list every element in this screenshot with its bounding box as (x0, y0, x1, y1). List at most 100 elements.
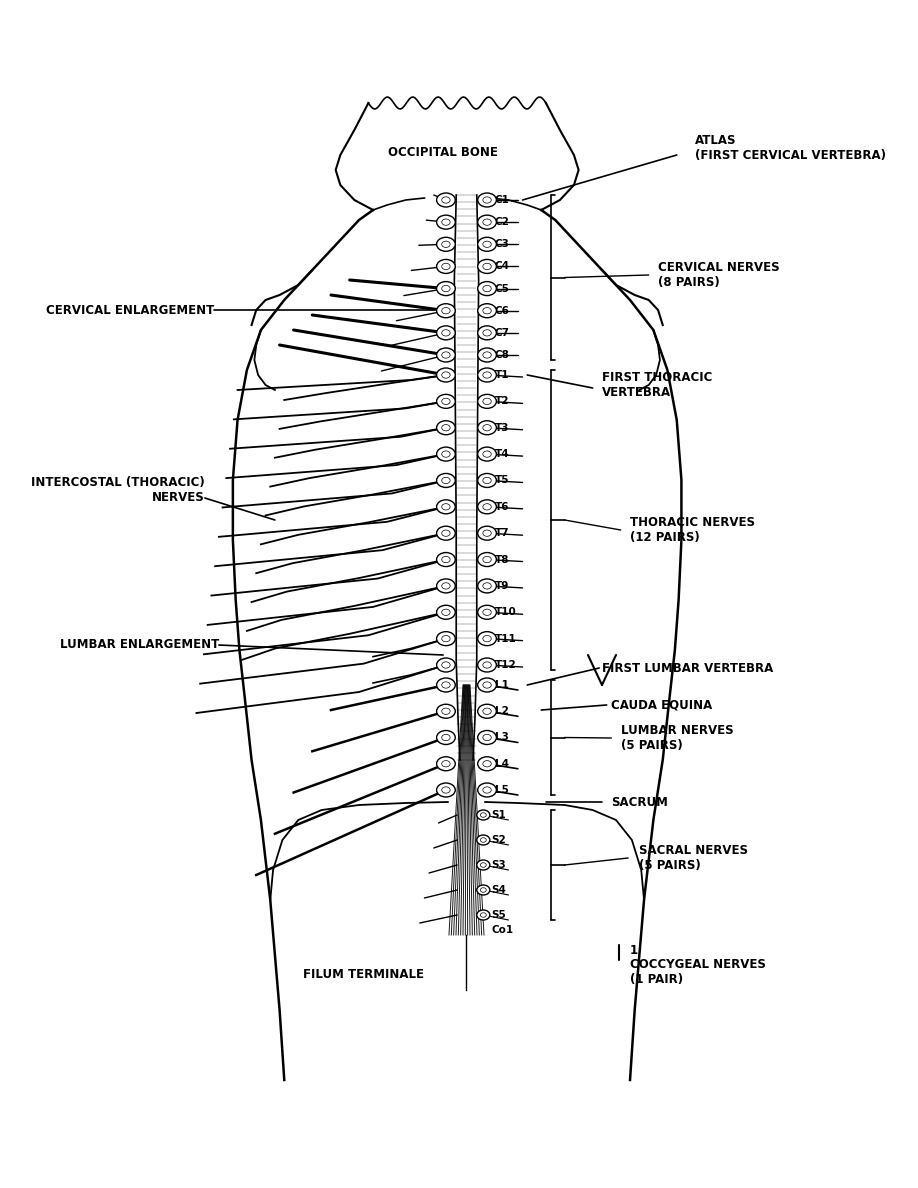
Ellipse shape (437, 326, 455, 340)
Text: C2: C2 (495, 217, 509, 227)
Ellipse shape (477, 731, 497, 745)
Ellipse shape (437, 348, 455, 362)
Ellipse shape (476, 910, 490, 920)
Text: FIRST LUMBAR VERTEBRA: FIRST LUMBAR VERTEBRA (602, 662, 773, 675)
Ellipse shape (437, 500, 455, 514)
Text: INTERCOSTAL (THORACIC)
NERVES: INTERCOSTAL (THORACIC) NERVES (31, 476, 205, 504)
Ellipse shape (437, 783, 455, 797)
Text: T7: T7 (495, 529, 509, 538)
Text: L5: L5 (495, 785, 509, 795)
Text: T4: T4 (495, 449, 509, 459)
Ellipse shape (437, 282, 455, 296)
Text: S4: S4 (492, 885, 507, 895)
Ellipse shape (477, 605, 497, 619)
Ellipse shape (437, 304, 455, 317)
Ellipse shape (437, 259, 455, 273)
Ellipse shape (477, 704, 497, 719)
Ellipse shape (477, 421, 497, 435)
Text: C8: C8 (495, 350, 509, 360)
Ellipse shape (477, 474, 497, 487)
Ellipse shape (477, 192, 497, 207)
Ellipse shape (437, 632, 455, 645)
Text: T1: T1 (495, 369, 509, 380)
Ellipse shape (437, 678, 455, 691)
Ellipse shape (477, 304, 497, 317)
Text: T12: T12 (495, 661, 516, 670)
Text: T9: T9 (495, 581, 509, 590)
Text: T8: T8 (495, 555, 509, 564)
Text: S2: S2 (492, 835, 507, 845)
Ellipse shape (437, 704, 455, 719)
Ellipse shape (477, 678, 497, 691)
Ellipse shape (477, 282, 497, 296)
Ellipse shape (477, 348, 497, 362)
Text: CAUDA EQUINA: CAUDA EQUINA (611, 699, 712, 712)
Ellipse shape (476, 885, 490, 895)
Ellipse shape (477, 658, 497, 672)
Ellipse shape (477, 757, 497, 771)
Ellipse shape (437, 605, 455, 619)
Ellipse shape (477, 632, 497, 645)
Ellipse shape (437, 757, 455, 771)
Text: SACRUM: SACRUM (611, 796, 668, 809)
Text: ATLAS
(FIRST CERVICAL VERTEBRA): ATLAS (FIRST CERVICAL VERTEBRA) (696, 134, 887, 162)
Ellipse shape (437, 421, 455, 435)
Text: T11: T11 (495, 633, 516, 644)
Ellipse shape (477, 526, 497, 541)
Ellipse shape (477, 500, 497, 514)
Text: CERVICAL NERVES
(8 PAIRS): CERVICAL NERVES (8 PAIRS) (658, 261, 779, 289)
Ellipse shape (477, 447, 497, 461)
Ellipse shape (437, 215, 455, 229)
Text: C3: C3 (495, 239, 509, 249)
Ellipse shape (477, 326, 497, 340)
Text: C4: C4 (495, 261, 509, 271)
Text: 1
COCCYGEAL NERVES
(1 PAIR): 1 COCCYGEAL NERVES (1 PAIR) (630, 943, 766, 986)
Text: C7: C7 (495, 328, 509, 337)
Text: CERVICAL ENLARGEMENT: CERVICAL ENLARGEMENT (46, 303, 214, 316)
Ellipse shape (437, 474, 455, 487)
Ellipse shape (437, 658, 455, 672)
Ellipse shape (476, 835, 490, 845)
Text: LUMBAR ENLARGEMENT: LUMBAR ENLARGEMENT (60, 638, 218, 651)
Text: C1: C1 (495, 195, 509, 206)
Text: THORACIC NERVES
(12 PAIRS): THORACIC NERVES (12 PAIRS) (630, 516, 755, 544)
Ellipse shape (476, 860, 490, 870)
Ellipse shape (437, 192, 455, 207)
Text: OCCIPITAL BONE: OCCIPITAL BONE (388, 145, 498, 158)
Text: C6: C6 (495, 305, 509, 316)
Text: FILUM TERMINALE: FILUM TERMINALE (303, 968, 424, 981)
Text: FIRST THORACIC
VERTEBRA: FIRST THORACIC VERTEBRA (602, 371, 712, 399)
Ellipse shape (477, 215, 497, 229)
Ellipse shape (477, 552, 497, 567)
Ellipse shape (477, 783, 497, 797)
Ellipse shape (477, 579, 497, 593)
Text: T3: T3 (495, 423, 509, 432)
Ellipse shape (477, 394, 497, 409)
Text: T5: T5 (495, 475, 509, 486)
Text: L4: L4 (495, 759, 509, 769)
Text: S3: S3 (492, 860, 507, 870)
Text: L1: L1 (495, 680, 509, 690)
Text: S5: S5 (492, 910, 507, 920)
Ellipse shape (437, 447, 455, 461)
Ellipse shape (437, 731, 455, 745)
Text: T10: T10 (495, 607, 516, 618)
Text: LUMBAR NERVES
(5 PAIRS): LUMBAR NERVES (5 PAIRS) (621, 723, 733, 752)
Ellipse shape (477, 259, 497, 273)
Text: L2: L2 (495, 706, 509, 716)
Text: Co1: Co1 (492, 925, 514, 935)
Text: T6: T6 (495, 501, 509, 512)
Text: L3: L3 (495, 733, 509, 742)
Ellipse shape (437, 238, 455, 252)
Ellipse shape (476, 810, 490, 820)
Text: S1: S1 (492, 810, 507, 820)
Ellipse shape (477, 238, 497, 252)
Text: T2: T2 (495, 397, 509, 406)
Ellipse shape (477, 368, 497, 383)
Ellipse shape (437, 552, 455, 567)
Ellipse shape (437, 579, 455, 593)
Ellipse shape (437, 394, 455, 409)
Text: C5: C5 (495, 284, 509, 293)
Text: SACRAL NERVES
(5 PAIRS): SACRAL NERVES (5 PAIRS) (639, 843, 748, 872)
Ellipse shape (437, 368, 455, 383)
